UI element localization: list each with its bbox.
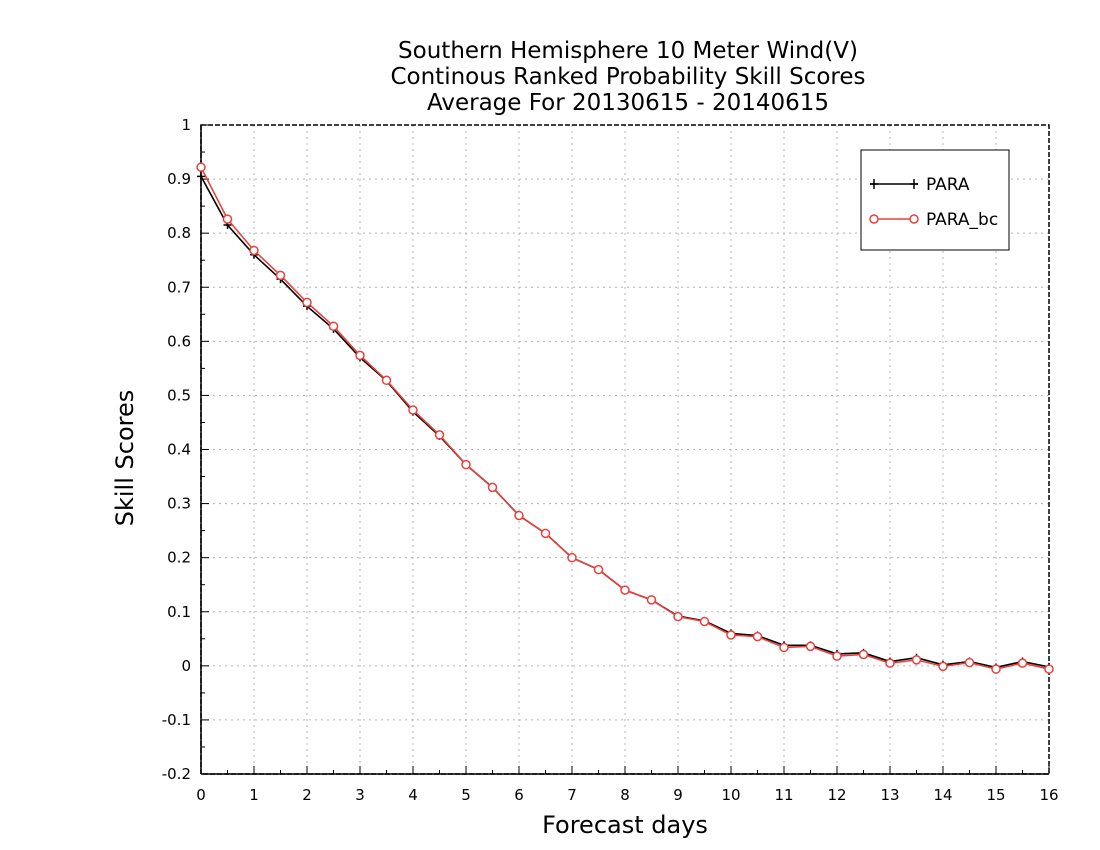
y-tick-label: 0.2 [167,549,191,567]
y-tick-label: 1 [181,116,191,134]
legend: PARA PARA_bc [860,149,1010,251]
y-tick-label: 0.3 [167,495,191,513]
data-point [779,642,789,653]
data-point [673,611,683,622]
legend-box [860,149,1010,251]
x-tick-label: 0 [196,786,206,804]
y-tick-label: 0.9 [167,170,191,188]
x-tick-label: 8 [620,786,630,804]
y-tick-label: -0.1 [162,711,191,729]
x-tick-label: 4 [408,786,418,804]
y-tick-label: 0.8 [167,224,191,242]
data-point [805,641,816,652]
x-tick-label: 2 [302,786,312,804]
x-tick-label: 7 [567,786,577,804]
data-point [699,616,710,627]
legend-marker [870,179,878,189]
x-tick-label: 3 [355,786,365,804]
x-tick-label: 14 [933,786,952,804]
x-tick-label: 12 [827,786,846,804]
data-point [514,510,524,521]
x-tick-label: 16 [1039,786,1058,804]
x-tick-label: 5 [461,786,471,804]
series-layer [196,162,1054,674]
legend-item: PARA [870,175,970,195]
x-tick-label: 6 [514,786,524,804]
x-tick-label: 10 [721,786,740,804]
chart-title: Southern Hemisphere 10 Meter Wind(V)Cont… [390,38,865,116]
data-point [938,661,948,672]
data-point [381,375,392,386]
data-point [197,172,205,181]
chart-title-line: Southern Hemisphere 10 Meter Wind(V) [398,38,858,64]
data-point [991,664,1001,674]
y-tick-label: 0.7 [167,278,191,296]
data-point [275,270,286,281]
data-point [408,405,418,415]
data-point [911,655,922,665]
data-point [567,552,577,563]
data-point [487,482,498,493]
data-point [355,350,365,361]
data-point [222,214,233,224]
data-point [434,430,445,440]
chart-title-line: Continous Ranked Probability Skill Score… [390,64,865,90]
data-point [461,459,471,470]
y-tick-label: 0.4 [167,441,191,459]
legend-label: PARA_bc [926,210,998,230]
legend-marker [910,179,918,189]
data-point [620,585,630,595]
data-point [858,649,869,660]
y-tick-label: -0.2 [162,765,191,783]
x-tick-label: 11 [774,786,793,804]
data-point [1044,664,1054,674]
data-point [1017,658,1028,668]
data-point [752,631,763,642]
y-axis-label: Skill Scores [111,390,139,527]
data-point [540,528,551,539]
data-point [196,162,206,172]
data-point [249,245,259,256]
x-tick-label: 13 [880,786,899,804]
legend-label: PARA [926,175,970,195]
data-point [593,564,604,575]
legend-marker [869,214,879,224]
data-point [646,595,657,605]
y-tick-label: 0.1 [167,603,191,621]
data-point [964,657,975,668]
legend-marker [909,214,919,224]
axes: 0 1 2 3 4 5 6 7 8 9 10 11 12 13 14 15 16-0.2-0.100.10.20… [162,116,1059,804]
data-point [885,658,895,668]
x-tick-label: 15 [986,786,1005,804]
chart-title-line: Average For 20130615 - 20140615 [427,90,829,116]
series-para-bc [196,162,1054,674]
x-axis-label: Forecast days [542,811,708,839]
data-point [302,297,312,308]
data-point [328,321,339,331]
x-tick-label: 9 [673,786,683,804]
data-point [832,651,842,661]
data-point [726,630,736,640]
y-tick-label: 0 [181,657,191,675]
x-tick-label: 1 [249,786,259,804]
y-tick-label: 0.6 [167,332,191,350]
y-tick-label: 0.5 [167,386,191,404]
legend-item: PARA_bc [869,210,998,230]
